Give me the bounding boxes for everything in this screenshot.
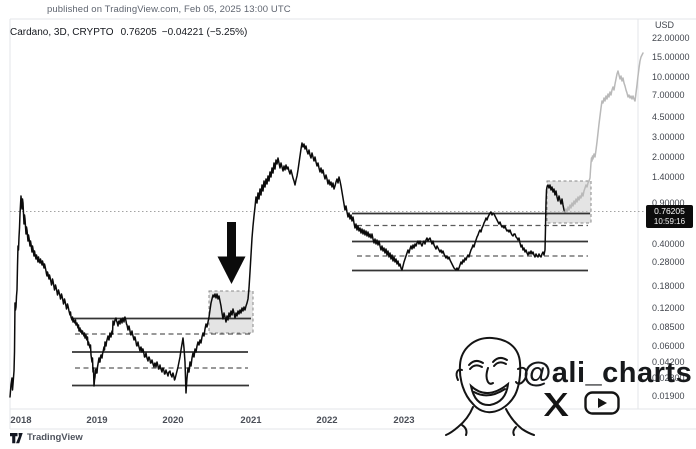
symbol-title: Cardano, 3D, CRYPTO — [10, 27, 114, 38]
price-change: −0.04221 (−5.25%) — [161, 27, 248, 38]
price-axis-label: 0.02800 — [652, 373, 685, 383]
time-axis-label: 2018 — [10, 415, 32, 426]
time-axis-label: 2020 — [162, 415, 184, 426]
price-axis-label: 0.04200 — [652, 357, 685, 367]
tradingview-logo-icon[interactable] — [10, 433, 25, 445]
price-axis-label: 10.00000 — [652, 72, 690, 82]
price-axis-label: 0.06000 — [652, 341, 685, 351]
symbol-legend: Cardano, 3D, CRYPTO 0.76205 −0.04221 (−5.2… — [10, 27, 247, 38]
time-axis-label: 2021 — [240, 415, 262, 426]
time-axis-label: 2023 — [393, 415, 415, 426]
price-axis-label: 0.18000 — [652, 281, 685, 291]
price-axis-label: 1.40000 — [652, 172, 685, 182]
price-axis-label: 2.00000 — [652, 152, 685, 162]
price-axis-label: 15.00000 — [652, 52, 690, 62]
price-axis-label: 3.00000 — [652, 132, 685, 142]
x-logo-icon — [544, 393, 569, 416]
price-axis-label: 0.28000 — [652, 257, 685, 267]
badge-price: 0.76205 — [654, 206, 685, 216]
price-axis-label: 4.50000 — [652, 112, 685, 122]
last-price: 0.76205 — [120, 27, 157, 38]
face-sketch-icon — [445, 336, 535, 436]
time-axis-label: 2022 — [316, 415, 338, 426]
published-line: published on TradingView.com, Feb 05, 20… — [47, 4, 291, 15]
tradingview-brand[interactable]: TradingView — [27, 432, 83, 443]
price-axis-label: 0.90000 — [652, 198, 685, 208]
price-axis-label: 7.00000 — [652, 90, 685, 100]
price-axis-currency: USD — [655, 20, 675, 30]
price-axis-label: 0.08500 — [652, 322, 685, 332]
time-axis-label: 2019 — [86, 415, 108, 426]
price-axis-label: 0.12000 — [652, 303, 685, 313]
badge-countdown: 10:59:16 — [653, 217, 686, 226]
price-axis-label: 0.40000 — [652, 239, 685, 249]
watermark-handle: @ali_charts — [523, 357, 693, 389]
price-axis-label: 22.00000 — [652, 33, 690, 43]
youtube-logo-icon — [584, 391, 620, 415]
price-axis-label: 0.01900 — [652, 391, 685, 401]
last-price-badge: 0.76205 10:59:16 — [646, 205, 693, 228]
